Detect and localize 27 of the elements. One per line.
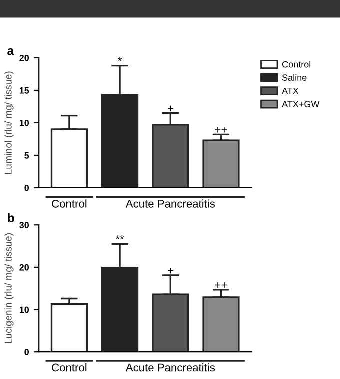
legend-label: ATX+GW — [282, 101, 320, 108]
legend-label: Control — [282, 61, 311, 68]
data-label: ++ — [215, 127, 228, 133]
y-tick-label: 15 — [20, 88, 30, 94]
text: Control — [52, 200, 87, 208]
data-label: * — [118, 57, 122, 62]
legend-label: Saline — [282, 74, 307, 81]
data-label: + — [168, 268, 174, 274]
chart-title: b — [8, 213, 14, 222]
y-tick-label: 30 — [20, 222, 30, 228]
data-label: ++ — [215, 282, 228, 288]
text: Acute Pancreatitis — [126, 364, 216, 372]
y-tick-label: 5 — [24, 152, 30, 159]
y-axis-title: Luminol (rlu/ mg/ tissue) — [4, 72, 14, 174]
y-tick-label: 20 — [20, 54, 30, 62]
text: Control — [52, 364, 87, 372]
y-tick-label: 20 — [20, 264, 30, 271]
y-axis-title: Lucigenin (rlu/ mg/ tissue) — [4, 234, 14, 344]
data-label: ** — [116, 236, 124, 240]
legend-label: ATX — [282, 88, 299, 94]
y-tick-label: 0 — [24, 184, 30, 192]
chart-title: a — [8, 48, 14, 56]
data-label: + — [168, 106, 174, 112]
y-tick-label: 10 — [20, 306, 30, 314]
text: Acute Pancreatitis — [126, 200, 216, 208]
y-tick-label: 0 — [24, 349, 30, 356]
y-tick-label: 10 — [20, 120, 30, 126]
